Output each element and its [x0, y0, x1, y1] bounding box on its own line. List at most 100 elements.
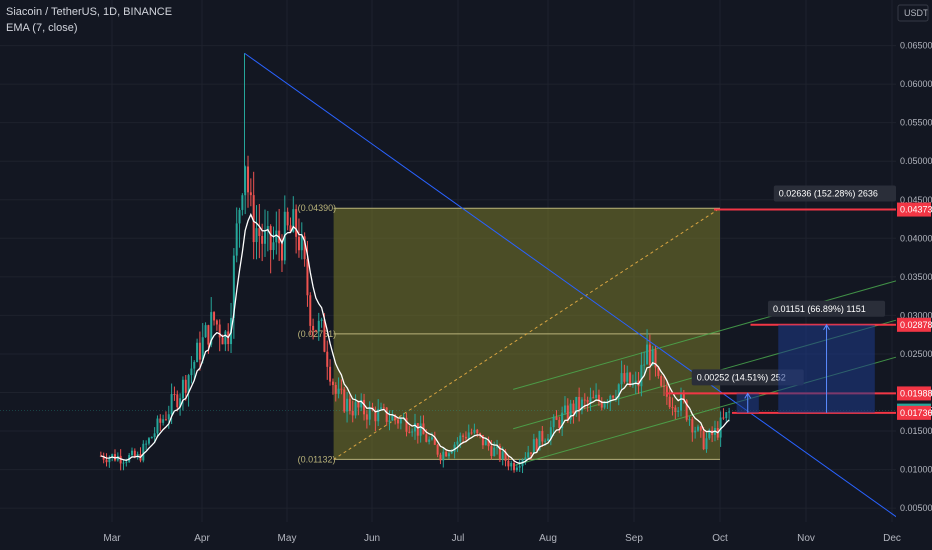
candle-body [617, 384, 620, 398]
candle-body [207, 325, 210, 345]
candle-body [501, 451, 504, 460]
candle-body [306, 259, 309, 296]
candle-body [685, 400, 688, 420]
price-tick-label: 0.06000 [900, 79, 932, 89]
candle-body [193, 362, 196, 369]
candle-body [312, 325, 315, 331]
trend-layer [0, 52, 915, 531]
candle-body [620, 373, 623, 385]
candle-body [176, 394, 179, 408]
candle-body [272, 242, 275, 251]
price-tick-label: 0.05000 [900, 156, 932, 166]
month-tick-label: Sep [625, 533, 643, 544]
candle-body [360, 399, 363, 408]
candle-body [351, 410, 354, 416]
candle-body [164, 419, 167, 421]
price-tick-label: 0.00500 [900, 503, 932, 513]
candle-body [380, 407, 383, 409]
candle-body [580, 399, 583, 411]
candle-body [232, 255, 235, 318]
candle-body [433, 437, 436, 445]
candle-body [309, 295, 312, 326]
candle-body [244, 166, 247, 196]
candle-body [600, 401, 603, 408]
price-tick-label: 0.03500 [900, 272, 932, 282]
currency-label: USDT [904, 8, 929, 18]
candle-body [258, 228, 261, 236]
candle-body [578, 396, 581, 411]
fib-level-label: (0.01132) [298, 454, 336, 464]
candle-body [702, 430, 705, 450]
candle-body [614, 397, 617, 399]
candle-body [597, 394, 600, 402]
candle-body [467, 432, 470, 439]
price-tag [897, 202, 931, 217]
candle-body [629, 372, 632, 386]
candle-body [261, 235, 264, 244]
price-tick-label: 0.03000 [900, 310, 932, 320]
candle-body [196, 342, 199, 363]
price-tick-label: 0.06500 [900, 41, 932, 51]
candle-body [626, 372, 629, 382]
candle-body [688, 419, 691, 421]
candle-body [263, 231, 266, 244]
candle-body [210, 312, 213, 345]
candle-body [326, 351, 329, 367]
candle-body [241, 195, 244, 210]
candle-body [546, 438, 549, 441]
candle-body [269, 226, 272, 251]
candle-body [357, 402, 360, 408]
price-tag-label: 0.01736 [900, 408, 932, 418]
candle-body [563, 405, 566, 413]
candle-body [320, 319, 323, 321]
candle-body [419, 423, 422, 436]
price-tag-label: 0.02878 [900, 320, 932, 330]
candle-body [592, 397, 595, 399]
candle-body [566, 405, 569, 420]
candle-body [515, 467, 518, 471]
price-tick-label: 0.01000 [900, 465, 932, 475]
candle-body [181, 379, 184, 399]
candle-body [476, 429, 479, 434]
time-axis: Mar Apr May Jun Jul Aug Sep Oct Nov Dec [103, 533, 901, 544]
candle-body [179, 398, 182, 408]
candle-body [224, 331, 227, 345]
price-axis-background [896, 0, 932, 550]
candle-body [589, 397, 592, 403]
candle-body [572, 403, 575, 414]
candle-body [487, 440, 490, 447]
candle-body [651, 349, 654, 366]
candle-body [496, 445, 499, 448]
candle-body [275, 230, 278, 243]
candle-body [535, 439, 538, 451]
candle-body [255, 228, 258, 243]
candle-body [428, 439, 431, 442]
candle-body [394, 415, 397, 420]
candle-body [334, 385, 337, 394]
candle-body [247, 166, 250, 193]
candle-body [133, 450, 136, 458]
fib-diagonal [333, 207, 721, 460]
projection-tooltip [767, 300, 886, 317]
price-tick-label: 0.04500 [900, 195, 932, 205]
candle-body [558, 419, 561, 429]
projection-label: 0.01151 (66.89%) 1151 [773, 304, 866, 314]
candle-body [170, 394, 173, 415]
candle-body [719, 417, 722, 438]
candle-body [552, 417, 555, 428]
price-tick-label: 0.01500 [900, 426, 932, 436]
candle-body [111, 454, 114, 458]
candle-body [187, 375, 190, 393]
candle-body [374, 410, 377, 422]
chart-title: Siacoin / TetherUS, 1D, BINANCE [6, 6, 173, 18]
candle-body [484, 440, 487, 446]
candle-body [153, 433, 156, 438]
candle-body [346, 398, 349, 412]
month-tick-label: Jul [452, 533, 465, 544]
candle-body [411, 431, 414, 433]
candle-body [643, 364, 646, 366]
candle-body [416, 423, 419, 436]
candle-body [513, 462, 516, 471]
candle-body [527, 452, 530, 458]
